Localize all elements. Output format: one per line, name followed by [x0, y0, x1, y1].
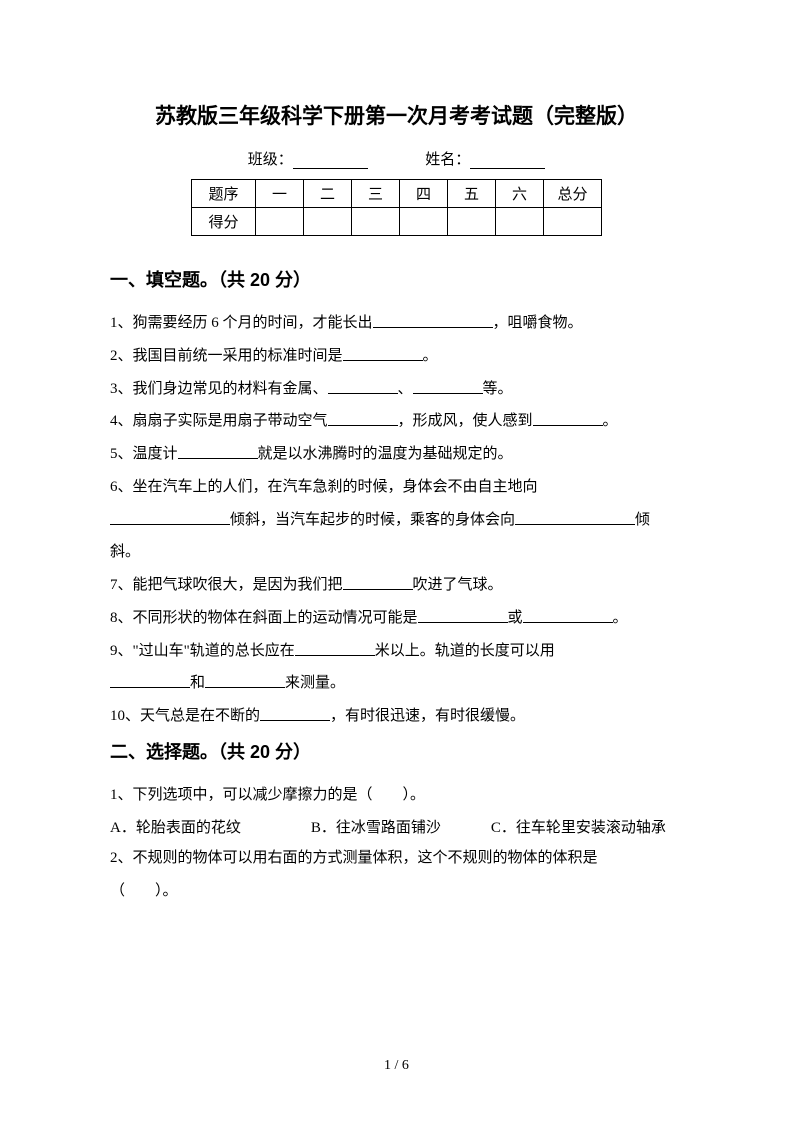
q-text: 2、我国目前统一采用的标准时间是 — [110, 348, 343, 364]
q-text: ，形成风，使人感到 — [398, 413, 533, 429]
q-text: 10、天气总是在不断的 — [110, 708, 260, 724]
score-cell — [304, 208, 352, 236]
mc-question-2-cont: （ ）。 — [110, 876, 683, 907]
q-text: 6、坐在汽车上的人们，在汽车急刹的时候，身体会不由自主地向 — [110, 479, 538, 495]
total-header: 总分 — [544, 180, 602, 208]
q-text: 来测量。 — [285, 675, 345, 691]
blank — [413, 379, 483, 394]
mc-question-1: 1、下列选项中，可以减少摩擦力的是（ ）。 — [110, 780, 683, 811]
question-6-cont: 倾斜，当汽车起步的时候，乘客的身体会向 倾 — [110, 505, 683, 536]
blank — [328, 379, 398, 394]
section-2-heading: 二、选择题。（共 20 分） — [110, 738, 683, 764]
q-text: 或 — [508, 610, 523, 626]
option-b: B．往冰雪路面铺沙 — [311, 813, 441, 844]
info-line: 班级： 姓名： — [110, 148, 683, 169]
blank — [178, 444, 258, 459]
q-text: 米以上。轨道的长度可以用 — [375, 643, 555, 659]
option-a: A．轮胎表面的花纹 — [110, 813, 241, 844]
question-5: 5、温度计 就是以水沸腾时的温度为基础规定的。 — [110, 439, 683, 470]
table-row: 得分 — [192, 208, 602, 236]
question-10: 10、天气总是在不断的 ，有时很迅速，有时很缓慢。 — [110, 701, 683, 732]
question-2: 2、我国目前统一采用的标准时间是 。 — [110, 341, 683, 372]
col-header: 六 — [496, 180, 544, 208]
blank — [373, 313, 493, 328]
blank — [328, 411, 398, 426]
class-label: 班级： — [248, 152, 293, 168]
page-number: 1 / 6 — [0, 1058, 793, 1074]
option-c: C．往车轮里安装滚动轴承 — [491, 813, 666, 844]
question-4: 4、扇扇子实际是用扇子带动空气 ，形成风，使人感到 。 — [110, 406, 683, 437]
q-text: 9、"过山车"轨道的总长应在 — [110, 643, 295, 659]
q-text: 、 — [398, 381, 413, 397]
q-text: 4、扇扇子实际是用扇子带动空气 — [110, 413, 328, 429]
score-cell — [400, 208, 448, 236]
page-title: 苏教版三年级科学下册第一次月考考试题（完整版） — [110, 100, 683, 130]
mc-options-1: A．轮胎表面的花纹 B．往冰雪路面铺沙 C．往车轮里安装滚动轴承 — [110, 813, 683, 844]
q-text: 5、温度计 — [110, 446, 178, 462]
q-text: 2、不规则的物体可以用右面的方式测量体积，这个不规则的物体的体积是 — [110, 850, 598, 866]
q-text: 等。 — [483, 381, 513, 397]
blank — [110, 510, 230, 525]
col-header: 四 — [400, 180, 448, 208]
q-text: 。 — [423, 348, 438, 364]
blank — [533, 411, 603, 426]
q-text: 倾 — [635, 512, 650, 528]
q-text: （ ）。 — [110, 883, 178, 899]
score-cell — [256, 208, 304, 236]
question-7: 7、能把气球吹很大，是因为我们把 吹进了气球。 — [110, 570, 683, 601]
score-cell — [448, 208, 496, 236]
blank — [418, 608, 508, 623]
score-table: 题序 一 二 三 四 五 六 总分 得分 — [191, 179, 602, 236]
q-text: 8、不同形状的物体在斜面上的运动情况可能是 — [110, 610, 418, 626]
col-header: 五 — [448, 180, 496, 208]
blank — [110, 673, 190, 688]
name-label: 姓名： — [425, 152, 470, 168]
name-blank — [470, 153, 545, 169]
row-label: 题序 — [192, 180, 256, 208]
score-cell — [544, 208, 602, 236]
section-1-heading: 一、填空题。（共 20 分） — [110, 266, 683, 292]
blank — [523, 608, 613, 623]
col-header: 一 — [256, 180, 304, 208]
q-text: 吹进了气球。 — [413, 577, 503, 593]
question-8: 8、不同形状的物体在斜面上的运动情况可能是 或 。 — [110, 603, 683, 634]
question-3: 3、我们身边常见的材料有金属、 、 等。 — [110, 374, 683, 405]
mc-question-2: 2、不规则的物体可以用右面的方式测量体积，这个不规则的物体的体积是 — [110, 843, 683, 874]
q-text: 1、下列选项中，可以减少摩擦力的是（ ）。 — [110, 787, 425, 803]
q-text: 7、能把气球吹很大，是因为我们把 — [110, 577, 343, 593]
col-header: 二 — [304, 180, 352, 208]
blank — [515, 510, 635, 525]
question-9-cont: 和 来测量。 — [110, 668, 683, 699]
blank — [205, 673, 285, 688]
q-text: ，有时很迅速，有时很缓慢。 — [330, 708, 525, 724]
score-cell — [352, 208, 400, 236]
blank — [343, 346, 423, 361]
row-label: 得分 — [192, 208, 256, 236]
question-1: 1、狗需要经历 6 个月的时间，才能长出 ，咀嚼食物。 — [110, 308, 683, 339]
q-text: 倾斜，当汽车起步的时候，乘客的身体会向 — [230, 512, 515, 528]
class-blank — [293, 153, 368, 169]
question-9: 9、"过山车"轨道的总长应在 米以上。轨道的长度可以用 — [110, 636, 683, 667]
question-6-cont2: 斜。 — [110, 537, 683, 568]
score-cell — [496, 208, 544, 236]
q-text: 斜。 — [110, 544, 140, 560]
q-text: 3、我们身边常见的材料有金属、 — [110, 381, 328, 397]
blank — [295, 641, 375, 656]
blank — [343, 575, 413, 590]
col-header: 三 — [352, 180, 400, 208]
table-row: 题序 一 二 三 四 五 六 总分 — [192, 180, 602, 208]
q-text: ，咀嚼食物。 — [493, 315, 583, 331]
q-text: 。 — [603, 413, 618, 429]
question-6: 6、坐在汽车上的人们，在汽车急刹的时候，身体会不由自主地向 — [110, 472, 683, 503]
q-text: 和 — [190, 675, 205, 691]
q-text: 就是以水沸腾时的温度为基础规定的。 — [258, 446, 513, 462]
q-text: 。 — [613, 610, 628, 626]
q-text: 1、狗需要经历 6 个月的时间，才能长出 — [110, 315, 373, 331]
blank — [260, 706, 330, 721]
